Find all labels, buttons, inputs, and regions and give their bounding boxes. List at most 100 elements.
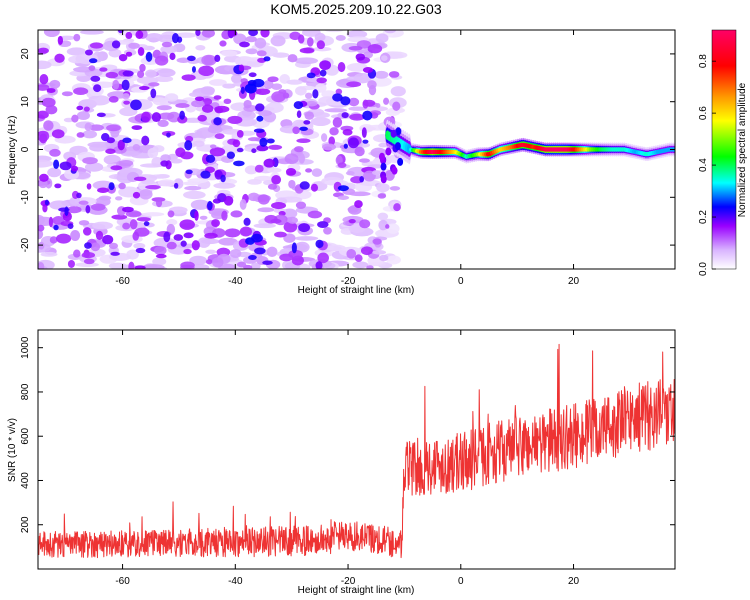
spectrogram-noise-cell [200, 170, 211, 179]
spectrogram-noise-cell [255, 88, 271, 96]
spectrogram-noise-cell [133, 176, 147, 182]
spectrogram-noise-cell [106, 137, 115, 144]
spectrogram-noise-cell [111, 40, 121, 49]
spectrogram-noise-cell [88, 95, 111, 106]
spectrogram-noise-cell [105, 71, 119, 79]
spectrogram-noise-cell [38, 214, 45, 226]
spectrogram-noise-cell [83, 106, 90, 112]
spectrogram-noise-cell [164, 93, 179, 102]
spectrogram-noise-cell [256, 115, 264, 122]
spectrogram-noise-cell [88, 65, 96, 72]
spectrogram-noise-cell [255, 103, 265, 112]
spectrogram-noise-cell [366, 265, 374, 269]
spectrogram-noise-cell [321, 133, 328, 142]
spectrogram-y-tick-label: 0 [20, 146, 31, 152]
colorbar-gradient [712, 30, 736, 269]
spectrogram-noise-cell [257, 194, 270, 205]
spectrogram-noise-cell [56, 233, 72, 244]
spectrogram-noise-cell [163, 231, 171, 243]
spectrogram-noise-cell [298, 223, 311, 233]
spectrogram-noise-cell [239, 198, 247, 210]
spectrogram-noise-cell [270, 218, 282, 224]
spectrogram-noise-cell [354, 254, 363, 263]
spectrogram-noise-cell [358, 158, 370, 163]
spectrogram-noise-cell [386, 255, 401, 265]
spectrogram-noise-cell [229, 248, 242, 259]
spectrogram-noise-cell [161, 41, 173, 48]
colorbar: 0.0 0.2 0.4 0.6 0.8 Normalized spectral ampl… [698, 29, 748, 276]
spectrogram-noise-cell [38, 110, 49, 119]
spectrogram-noise-cell [205, 259, 213, 265]
spectrogram-noise-cell [259, 137, 268, 147]
spectrogram-noise-cell [83, 258, 95, 265]
spectrogram-noise-cell [76, 132, 85, 138]
spectrogram-noise-cell [384, 30, 396, 34]
spectrogram-noise-cell [315, 261, 323, 269]
spectrogram-noise-cell [67, 259, 75, 268]
spectrogram-noise-cell [321, 90, 336, 99]
spectrogram-noise-cell [201, 30, 215, 38]
spectrogram-noise-cell [332, 117, 343, 128]
spectrogram-noise-cell [214, 133, 225, 140]
spectrogram-noise-cell [386, 51, 408, 59]
spectrogram-noise-cell [145, 184, 161, 190]
spectrogram-noise-cell [317, 252, 329, 264]
spectrogram-noise-cell [260, 30, 270, 38]
spectrogram-noise-cell [188, 92, 201, 97]
spectrogram-noise-cell [81, 251, 96, 259]
spectrogram-noise-cell [244, 165, 258, 175]
spectrogram-noise-cell [155, 199, 163, 208]
spectrogram-noise-cell [70, 230, 81, 241]
spectrogram-noise-cell [315, 83, 327, 93]
spectrogram-noise-cell [220, 174, 226, 183]
spectrogram-noise-cell [125, 51, 133, 57]
spectrogram-noise-cell [38, 262, 45, 269]
spectrogram-noise-cell [174, 32, 198, 38]
spectrogram-noise-cell [389, 186, 401, 191]
spectrogram-y-label: Frequency (Hz) [7, 116, 18, 185]
spectrogram-noise-cell [306, 72, 316, 79]
spectrogram-noise-cell [145, 69, 157, 78]
spectrogram-noise-cell [323, 226, 332, 235]
snr-series-line [38, 343, 675, 559]
spectrogram-noise-cell [148, 82, 160, 87]
spectrogram-noise-cell [169, 52, 176, 61]
spectrogram-noise-cell [90, 75, 101, 82]
spectrogram-noise-cell [180, 240, 187, 247]
spectrogram-noise-cell [132, 231, 140, 241]
spectrogram-noise-cell [298, 153, 305, 164]
spectrogram-noise-cell [263, 158, 275, 168]
spectrogram-noise-cell [348, 106, 367, 111]
spectrogram-noise-cell [316, 77, 327, 84]
spectrogram-noise-cell [288, 179, 296, 189]
spectrogram-noise-cell [145, 32, 163, 42]
snr-x-ticks: -60 -40 -20 0 20 [115, 330, 580, 587]
spectrogram-noise-cell [237, 110, 256, 121]
spectrogram-noise-cell [136, 217, 151, 222]
spectrogram-noise-cell [392, 101, 401, 111]
spectrogram-noise-cell [360, 246, 373, 256]
spectrogram-noise-cell [119, 107, 138, 117]
spectrogram-noise-cell [288, 249, 304, 259]
spectrogram-noise-cell [152, 145, 165, 153]
spectrogram-noise-cell [253, 223, 276, 229]
spectrogram-noise-cell [256, 144, 269, 152]
spectrogram-noise-cell [348, 191, 371, 197]
spectrogram-noise-cell [231, 74, 242, 84]
spectrogram-noise-cell [377, 193, 387, 199]
spectrogram-noise-cell [375, 33, 389, 43]
spectrogram-y-tick-label: -20 [20, 237, 31, 252]
spectrogram-noise-cell [207, 200, 213, 211]
spectrogram-noise-cell [183, 232, 194, 239]
spectrogram-noise-cell [243, 99, 252, 109]
spectrogram-noise-cell [254, 37, 267, 49]
spectrogram-noise-cell [194, 96, 205, 102]
spectrogram-noise-cell [49, 236, 58, 244]
spectrogram-noise-cell [53, 224, 59, 231]
spectrogram-noise-cell [293, 101, 304, 110]
spectrogram-noise-cell [326, 244, 346, 252]
spectrogram-noise-cell [346, 62, 368, 72]
spectrogram-noise-cell [140, 227, 149, 236]
spectrogram-noise-cell [218, 237, 238, 246]
spectrogram-noise-cell [214, 107, 224, 114]
